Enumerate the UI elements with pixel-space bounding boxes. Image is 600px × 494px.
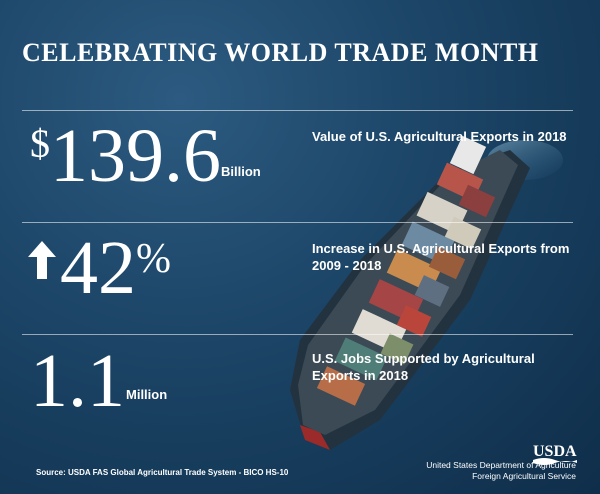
percent-sign: % (136, 236, 171, 282)
stat-description: Increase in U.S. Agricultural Exports fr… (312, 241, 570, 273)
stat-description: Value of U.S. Agricultural Exports in 20… (312, 129, 567, 144)
stat-increase: 42% (60, 230, 171, 306)
stat-export-value: $139.6 (30, 118, 221, 194)
divider (22, 222, 573, 223)
agency-department: United States Department of Agriculture (426, 460, 576, 470)
stat-value: 42 (60, 226, 136, 310)
agency-service: Foreign Agricultural Service (472, 471, 576, 481)
container-stacks (316, 162, 496, 406)
stat-value: 139.6 (50, 114, 221, 198)
stat-unit: Billion (221, 164, 261, 179)
stat-jobs: 1.1 (30, 343, 125, 419)
stat-unit: Million (126, 387, 168, 402)
up-arrow-icon (28, 241, 56, 279)
page-title: CELEBRATING WORLD TRADE MONTH (22, 38, 539, 67)
dollar-sign: $ (30, 121, 50, 166)
usda-logo-text: USDA (533, 443, 577, 460)
divider (22, 334, 573, 335)
stat-value: 1.1 (30, 339, 125, 423)
stat-description: U.S. Jobs Supported by Agricultural Expo… (312, 351, 535, 383)
source-note: Source: USDA FAS Global Agricultural Tra… (36, 468, 289, 477)
divider (22, 110, 573, 111)
usda-logo: USDA (533, 443, 577, 465)
